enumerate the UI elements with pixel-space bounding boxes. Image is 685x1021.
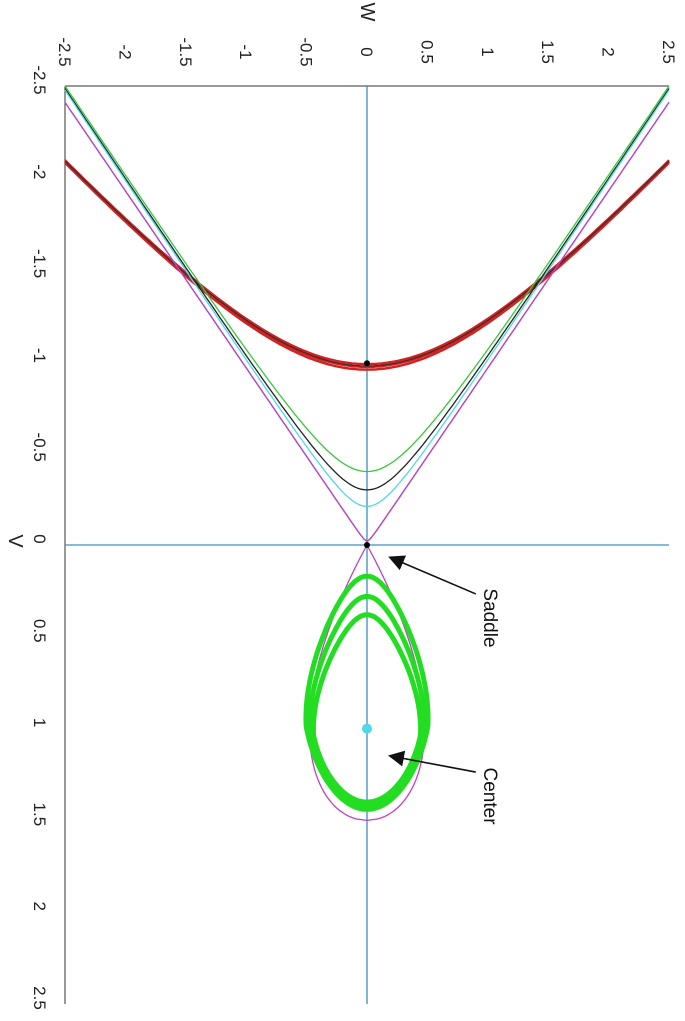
center-label: Center [479, 768, 500, 826]
v-tick-label: 1 [30, 718, 49, 727]
v-tick-label: 2.5 [30, 986, 49, 1010]
v-tick-label: -1.5 [30, 249, 49, 278]
trajectory-hyperbolic-5 [64, 88, 670, 491]
w-tick-label: 2 [599, 47, 618, 56]
trajectory-closed-orbit-10 [303, 573, 431, 812]
trajectory-closed-orbit-11 [307, 593, 427, 809]
trajectory-hyperbolic-6 [64, 89, 670, 508]
w-tick-label: -2 [115, 44, 134, 59]
trajectory-hyperbolic-0 [64, 161, 670, 371]
w-axis-label: W [356, 3, 378, 22]
v-axis-label: V [4, 534, 26, 548]
w-tick-label: -1 [236, 44, 255, 59]
w-tick-label: 1 [478, 47, 497, 56]
v-tick-label: 1.5 [30, 803, 49, 827]
trajectory-closed-orbit-12 [310, 612, 424, 805]
equilibrium-point-1 [364, 542, 370, 548]
equilibrium-point-2 [362, 723, 372, 734]
w-tick-label: -1.5 [176, 37, 195, 66]
w-tick-label: 0.5 [417, 40, 436, 64]
v-tick-label: 0.5 [30, 619, 49, 643]
v-tick-label: -0.5 [30, 433, 49, 462]
v-tick-label: -2 [30, 164, 49, 179]
center-arrow [388, 750, 476, 773]
w-tick-label: -2.5 [55, 37, 74, 66]
w-tick-label: 2.5 [659, 40, 678, 64]
equilibrium-points [362, 360, 372, 734]
saddle-arrow [388, 555, 477, 595]
saddle-label: Saddle [479, 588, 500, 647]
trajectory-separatrix-open-8 [64, 101, 670, 543]
w-tick-label: -0.5 [297, 37, 316, 66]
w-tick-label: 1.5 [538, 40, 557, 64]
v-tick-label: -2.5 [30, 65, 49, 94]
trajectory-curves [64, 85, 670, 822]
annotations: Saddle Center [388, 555, 500, 826]
v-tick-label: 2 [30, 901, 49, 910]
v-axis-ticks: -2.5 -2 -1.5 -1 -0.5 0 0.5 1 1.5 2 2.5 [30, 65, 49, 1009]
v-tick-label: 0 [30, 534, 49, 543]
v-tick-label: -1 [30, 348, 49, 363]
equilibrium-point-0 [364, 360, 370, 367]
trajectory-hyperbolic-4 [64, 85, 670, 473]
w-axis-ticks: -2.5 -2 -1.5 -1 -0.5 0 0.5 1 1.5 2 2.5 [55, 37, 678, 66]
trajectory-separatrix-loop-9 [308, 544, 426, 822]
w-tick-label: 0 [357, 47, 376, 56]
